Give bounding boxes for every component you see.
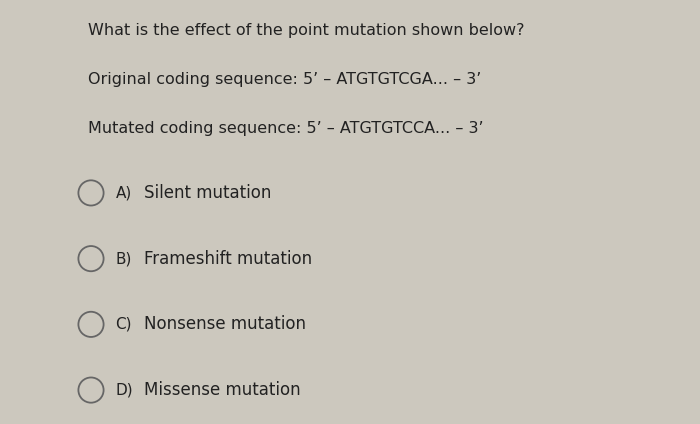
Text: Mutated coding sequence: 5’ – ATGTGTCCA... – 3’: Mutated coding sequence: 5’ – ATGTGTCCA.… [88, 121, 483, 136]
Text: Frameshift mutation: Frameshift mutation [144, 250, 312, 268]
Text: D): D) [116, 382, 133, 398]
Text: Original coding sequence: 5’ – ATGTGTCGA... – 3’: Original coding sequence: 5’ – ATGTGTCGA… [88, 72, 481, 87]
Text: Missense mutation: Missense mutation [144, 381, 300, 399]
Text: B): B) [116, 251, 132, 266]
Text: A): A) [116, 185, 132, 201]
Text: C): C) [116, 317, 132, 332]
Text: Silent mutation: Silent mutation [144, 184, 271, 202]
Text: Nonsense mutation: Nonsense mutation [144, 315, 305, 333]
Text: What is the effect of the point mutation shown below?: What is the effect of the point mutation… [88, 23, 524, 38]
